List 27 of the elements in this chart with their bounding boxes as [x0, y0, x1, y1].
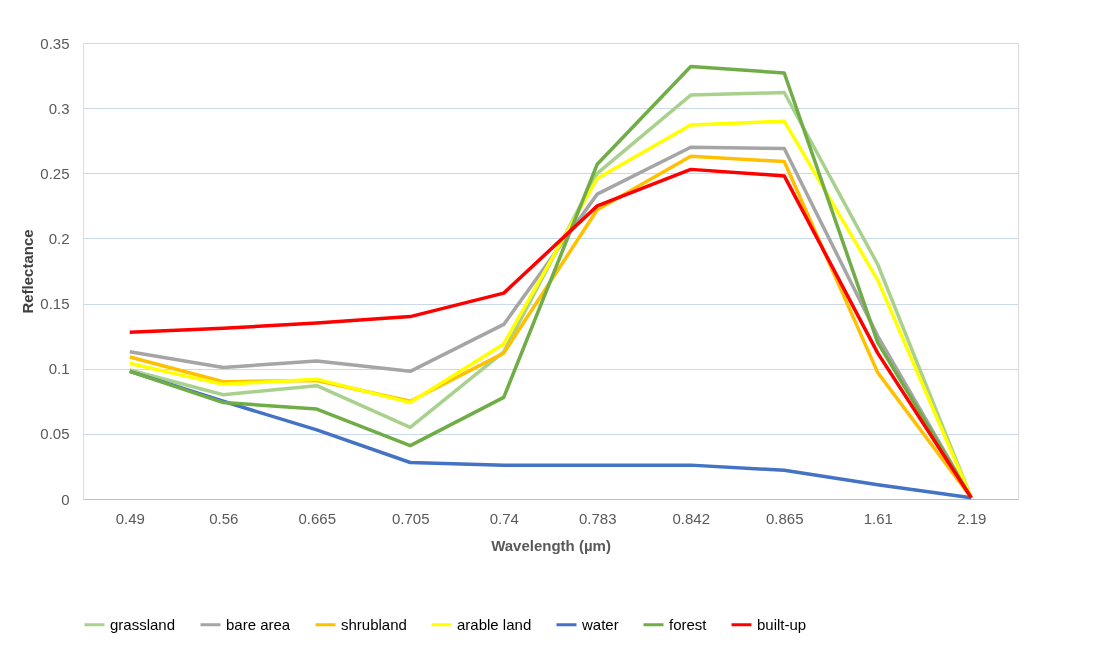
- x-tick-label: 0.665: [298, 509, 337, 527]
- y-tick-label: 0.15: [40, 295, 70, 313]
- x-tick-label: 2.19: [957, 509, 987, 527]
- y-tick-label: 0: [61, 490, 70, 508]
- legend-label: grassland: [110, 615, 176, 633]
- x-tick-label: 0.783: [578, 509, 617, 527]
- legend-label: water: [581, 615, 619, 633]
- x-axis-title: Wavelength (µm): [491, 536, 611, 554]
- legend-label: forest: [669, 615, 708, 633]
- legend-label: bare area: [226, 615, 291, 633]
- y-tick-label: 0.2: [48, 229, 70, 247]
- y-tick-label: 0.25: [40, 164, 70, 182]
- x-tick-label: 0.74: [489, 509, 519, 527]
- x-tick-label: 0.49: [115, 509, 145, 527]
- y-tick-label: 0.35: [40, 34, 70, 52]
- x-tick-label: 0.842: [672, 509, 711, 527]
- legend-label: arable land: [457, 615, 532, 633]
- x-tick-label: 0.705: [391, 509, 430, 527]
- x-tick-label: 0.56: [209, 509, 239, 527]
- legend-label: shrubland: [341, 615, 407, 633]
- y-axis-title: Reflectance: [19, 229, 37, 314]
- y-tick-label: 0.05: [40, 425, 70, 443]
- y-tick-label: 0.3: [48, 99, 70, 117]
- legend-label: built-up: [757, 615, 807, 633]
- y-tick-label: 0.1: [48, 360, 70, 378]
- x-tick-label: 1.61: [863, 509, 893, 527]
- x-tick-label: 0.865: [765, 509, 804, 527]
